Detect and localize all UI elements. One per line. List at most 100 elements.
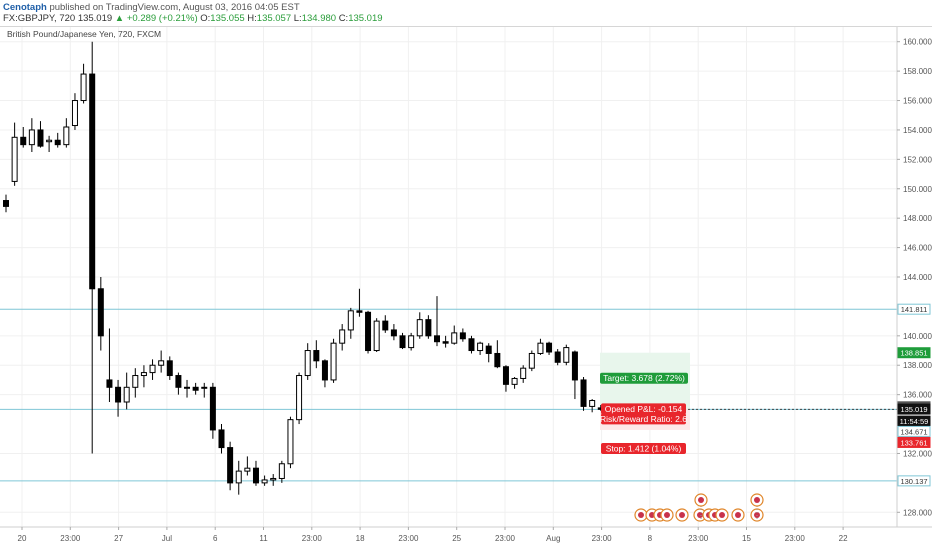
candle-body [132, 375, 139, 388]
chart-header: Cenotaph published on TradingView.com, A… [0, 0, 932, 27]
flag-icon-center [664, 512, 670, 518]
y-tick-label: 154.000 [903, 126, 932, 135]
candle-body [537, 342, 544, 354]
pnl-label[interactable]: Opened P&L: -0.154 [605, 404, 683, 414]
x-tick-label: 23:00 [302, 534, 323, 543]
x-tick-label: 22 [839, 534, 848, 543]
candle-body [270, 477, 277, 481]
candle-body [485, 345, 492, 354]
candle-body [192, 386, 199, 391]
price-tag-bg [897, 436, 931, 448]
stop-label-bg [601, 442, 686, 454]
horizontal-levels[interactable] [0, 308, 897, 482]
candle-body [520, 367, 527, 379]
symbol-line: FX:GBPJPY, 720 135.019 ▲ +0.289 (+0.21%)… [3, 13, 383, 24]
x-tick-label: Jul [162, 534, 172, 543]
flag-icon-center [638, 512, 644, 518]
y-tick-label: 140.000 [903, 332, 932, 341]
candle-body [37, 129, 44, 147]
x-tick-label: 6 [213, 534, 218, 543]
x-tick-label: 23:00 [785, 534, 806, 543]
x-tick-label: 15 [742, 534, 751, 543]
close-value: 135.019 [348, 13, 383, 24]
x-tick-label: 8 [648, 534, 653, 543]
candle-body [571, 351, 578, 381]
candle-body [287, 419, 294, 465]
price-tag-bg [897, 403, 931, 415]
flag-icon-center [754, 497, 760, 503]
candle-body [477, 342, 484, 352]
candle-body [80, 73, 87, 102]
y-tick-label: 160.000 [903, 38, 932, 47]
candle-body [580, 379, 587, 407]
candle-body [252, 467, 259, 484]
price-change: +0.289 (+0.21%) [126, 13, 198, 24]
y-tick-label: 150.000 [903, 185, 932, 194]
rr-label[interactable]: Risk/Reward Ratio: 2.6 [600, 414, 687, 424]
flag-icon-center [719, 512, 725, 518]
pnl-label-bg [601, 403, 686, 415]
y-tick-label: 128.000 [903, 508, 932, 517]
candle-body [321, 360, 328, 381]
candle-body [261, 479, 268, 484]
target-label-bg [600, 372, 688, 384]
candle-body [175, 375, 182, 388]
candle-body [554, 351, 561, 363]
candle-body [296, 375, 303, 421]
candle-body [71, 100, 78, 127]
candle-body [468, 338, 475, 352]
price-tag: 11:54:59 [900, 417, 929, 426]
y-tick-label: 148.000 [903, 214, 932, 223]
high-value: 135.057 [256, 13, 292, 24]
time-axis[interactable]: 20 23:00 27 Jul 6 11 23:00 18 23:00 25 23:00 Aug 23:… [18, 527, 849, 543]
price-axis[interactable]: 160.000 158.000 156.000 154.000 152.000 150.0… [897, 38, 932, 518]
candle-body [442, 341, 449, 344]
candle-body [502, 366, 509, 385]
candle-body [546, 342, 553, 353]
candle-body [382, 320, 389, 331]
price-chart[interactable]: Target: 3.678 (2.72%) Opened P&L: -0.154R… [0, 27, 932, 550]
candle-body [278, 463, 285, 479]
flag-icon-center [679, 512, 685, 518]
candle-body [20, 136, 27, 146]
price-tag: 135.019 [900, 405, 927, 414]
candle-body [149, 364, 156, 374]
stop-label[interactable]: Stop: 1.412 (1.04%) [606, 443, 682, 453]
candle-body [356, 310, 363, 313]
candle-body [563, 347, 570, 363]
position-labels[interactable]: Target: 3.678 (2.72%) Opened P&L: -0.154R… [600, 372, 688, 454]
candle-body [46, 139, 53, 143]
x-tick-label: 25 [452, 534, 461, 543]
y-tick-label: 156.000 [903, 97, 932, 106]
candle-body [589, 400, 596, 407]
last-price: 135.019 [77, 13, 113, 24]
price-tag-bg [897, 347, 931, 359]
candle-body [459, 332, 466, 340]
x-tick-label: 18 [356, 534, 365, 543]
x-tick-label: 23:00 [688, 534, 709, 543]
candle-body [3, 200, 9, 207]
candle-body [63, 126, 70, 146]
price-tag: 133.761 [900, 438, 927, 447]
target-label[interactable]: Target: 3.678 (2.72%) [603, 373, 685, 383]
price-tag: 134.671 [900, 427, 927, 436]
candle-body [158, 360, 165, 366]
candle-body [390, 329, 397, 337]
candle-body [451, 332, 458, 344]
rr-label-bg [601, 413, 686, 425]
y-tick-label: 132.000 [903, 449, 932, 458]
chart-title: British Pound/Japanese Yen, 720, FXCM [7, 29, 161, 39]
price-tag: 130.137 [900, 477, 927, 486]
candle-body [54, 139, 61, 146]
symbol-label: FX:GBPJPY, 720 [3, 13, 76, 24]
y-tick-label: 158.000 [903, 67, 932, 76]
candle-body [347, 310, 354, 331]
y-tick-label: 144.000 [903, 273, 932, 282]
price-tag: 138.851 [900, 349, 927, 358]
y-tick-label: 138.000 [903, 361, 932, 370]
candle-body [399, 335, 406, 349]
author-link[interactable]: Cenotaph [3, 2, 47, 13]
event-markers[interactable] [634, 493, 764, 522]
candle-body [434, 335, 440, 343]
x-tick-label: 20 [18, 534, 27, 543]
